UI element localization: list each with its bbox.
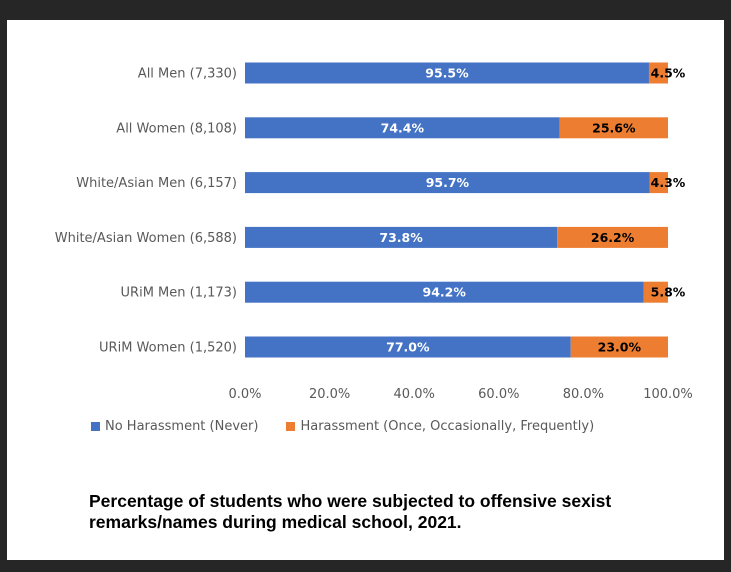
data-label-harassment: 4.3% [651,175,686,190]
legend-swatch-harassment [286,421,296,431]
legend-label-harassment: Harassment (Once, Occasionally, Frequent… [300,418,595,434]
category-label: All Men (7,330) [138,67,237,82]
bar-no-harassment [245,226,558,248]
legend-item-no-harassment: No Harassment (Never) [91,419,258,434]
legend-swatch-no-harassment [91,421,100,431]
data-label-no-harassment: 94.2% [423,285,467,300]
category-label: URiM Women (1,520) [99,341,237,356]
bar-no-harassment [245,117,560,139]
bar-harassment [643,281,668,303]
data-label-harassment: 5.8% [651,285,686,300]
x-tick-label: 20.0% [309,387,350,402]
x-tick-label: 60.0% [478,387,519,402]
category-label: White/Asian Women (6,588) [55,231,237,246]
bar-no-harassment [245,281,644,303]
data-label-harassment: 26.2% [591,230,635,245]
bar-harassment [559,117,668,139]
data-label-no-harassment: 74.4% [381,120,425,135]
chart-caption: Percentage of students who were subjecte… [89,491,612,532]
category-label: All Women (8,108) [116,121,237,136]
bar-no-harassment [245,172,650,194]
bar-no-harassment [245,336,571,358]
legend-item-harassment: Harassment (Once, Occasionally, Frequent… [286,419,594,434]
bar-harassment [649,172,668,194]
legend-label-no-harassment: No Harassment (Never) [105,418,259,434]
x-tick-label: 80.0% [563,387,604,402]
chart-panel: All Men (7,330) 95.5% 4.5% All Women (8,108… [7,20,724,560]
data-label-no-harassment: 73.8% [379,230,423,245]
category-label: White/Asian Men (6,157) [76,176,237,191]
bar-harassment [557,226,668,248]
bar-chart: All Men (7,330) 95.5% 4.5% All Women (8,108… [55,62,693,402]
data-label-harassment: 25.6% [592,120,636,135]
legend: No Harassment (Never) Harassment (Once, … [91,416,594,436]
category-label: URiM Men (1,173) [121,286,237,301]
bar-no-harassment [245,62,649,84]
x-tick-label: 40.0% [394,387,435,402]
x-tick-label: 100.0% [643,387,693,402]
data-label-no-harassment: 95.7% [426,175,470,190]
x-tick-label: 0.0% [228,387,261,402]
data-label-no-harassment: 95.5% [425,66,469,81]
bar-harassment [648,62,668,84]
data-label-harassment: 4.5% [651,66,686,81]
data-label-harassment: 23.0% [598,340,642,355]
bar-harassment [570,336,668,358]
data-label-no-harassment: 77.0% [386,340,430,355]
